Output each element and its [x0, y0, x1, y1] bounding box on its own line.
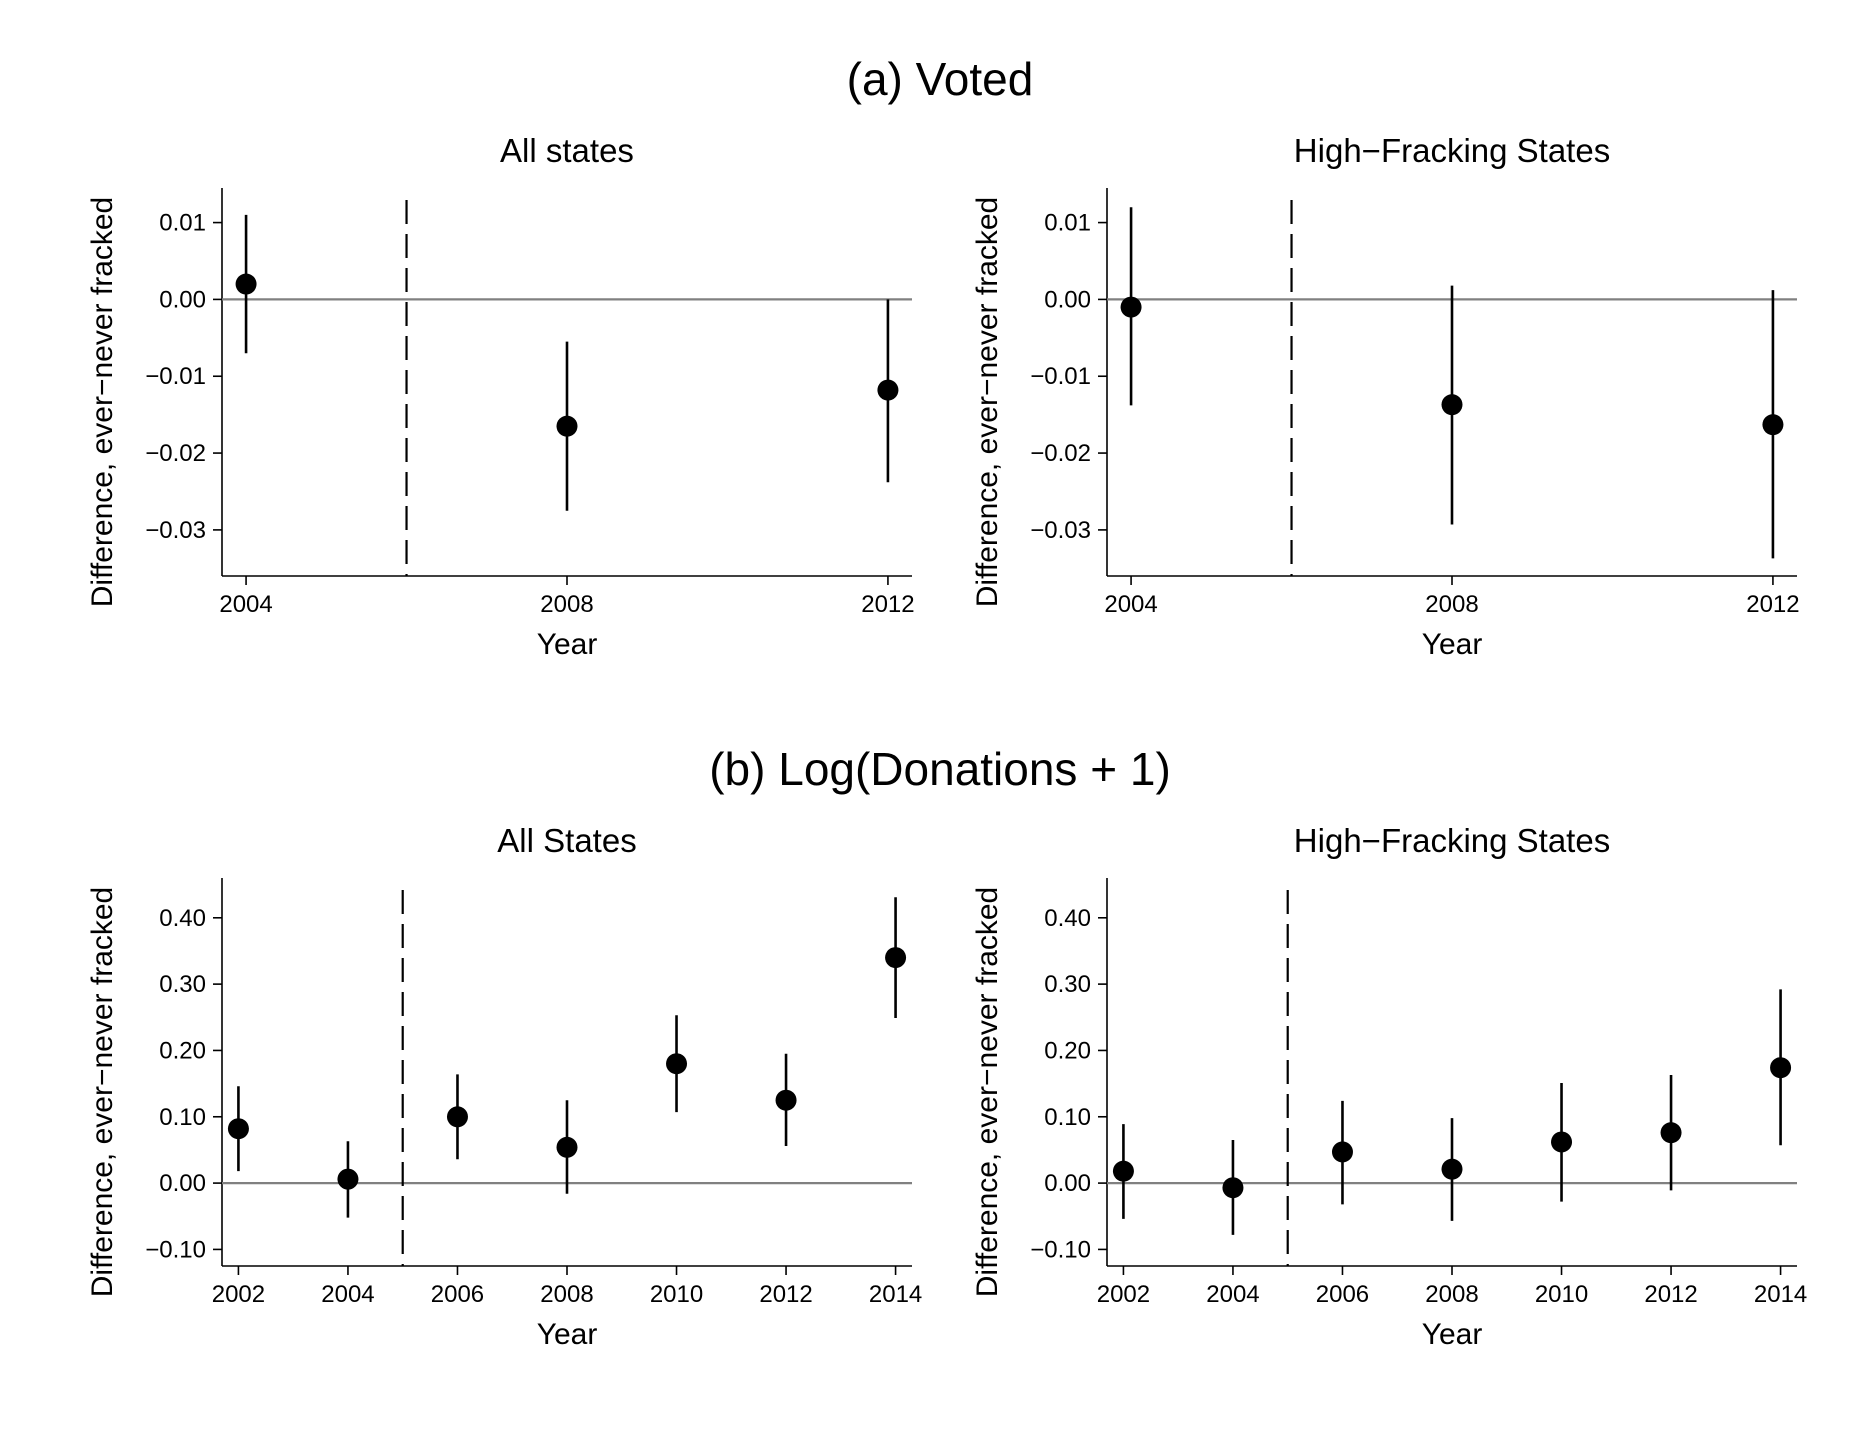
voted-all-x-tick-label: 2004 — [219, 591, 272, 618]
donations-all-x-tick-label: 2008 — [540, 1281, 593, 1308]
voted-high-panel: High−Fracking States 0.01 0.00 −0.01 −0.02 −0… — [971, 132, 1800, 661]
voted-all-y-tick-label: 0.01 — [159, 210, 206, 237]
donations-high-x-tick-label: 2008 — [1425, 1281, 1478, 1308]
voted-all-x-axis-title: Year — [537, 628, 598, 661]
voted-all-point-estimate — [877, 379, 899, 401]
donations-all-point-estimate — [775, 1089, 797, 1111]
voted-high-point-estimate — [1762, 414, 1784, 436]
donations-high-panel-title: High−Fracking States — [1294, 822, 1610, 859]
donations-high-point-estimate — [1660, 1122, 1682, 1144]
donations-high-x-tick-label: 2012 — [1644, 1281, 1697, 1308]
donations-high-y-axis-title: Difference, ever−never fracked — [971, 887, 1004, 1298]
voted-high-y-tick-label: −0.03 — [1030, 517, 1091, 544]
donations-high-x-axis-title: Year — [1422, 1318, 1483, 1351]
voted-all-y-tick-label: −0.03 — [145, 517, 206, 544]
donations-high-point-estimate — [1222, 1177, 1244, 1199]
donations-high-y-tick-label: 0.30 — [1044, 971, 1091, 998]
donations-high-panel: High−Fracking States 0.40 0.30 0.20 0.10 0.00… — [971, 822, 1807, 1351]
voted-high-x-tick-label: 2004 — [1104, 591, 1157, 618]
donations-high-point-estimate — [1770, 1057, 1792, 1079]
voted-high-panel-title: High−Fracking States — [1294, 132, 1610, 169]
donations-all-point-estimate — [227, 1118, 249, 1140]
donations-all-x-tick-label: 2006 — [431, 1281, 484, 1308]
voted-all-y-tick-label: 0.00 — [159, 286, 206, 313]
voted-all-point-estimate — [235, 273, 257, 295]
section-b-title: (b) Log(Donations + 1) — [709, 743, 1171, 795]
donations-all-point-estimate — [446, 1106, 468, 1128]
donations-all-panel-title: All States — [497, 822, 636, 859]
donations-high-x-tick-label: 2006 — [1316, 1281, 1369, 1308]
donations-high-y-tick-label: 0.00 — [1044, 1170, 1091, 1197]
chart-panels: All states 0.01 0.00 −0.01 −0.02 −0.03 2004 200… — [86, 132, 1807, 1351]
donations-all-y-tick-label: 0.30 — [159, 971, 206, 998]
donations-all-y-tick-label: 0.40 — [159, 905, 206, 932]
donations-all-x-tick-label: 2002 — [212, 1281, 265, 1308]
donations-all-y-tick-label: −0.10 — [145, 1236, 206, 1263]
voted-high-y-tick-label: −0.01 — [1030, 363, 1091, 390]
donations-high-point-estimate — [1551, 1131, 1573, 1153]
donations-high-y-tick-label: 0.20 — [1044, 1037, 1091, 1064]
voted-high-y-axis-title: Difference, ever−never fracked — [971, 197, 1004, 608]
donations-all-point-estimate — [666, 1053, 688, 1075]
voted-high-x-tick-label: 2008 — [1425, 591, 1478, 618]
donations-all-x-tick-label: 2010 — [650, 1281, 703, 1308]
donations-high-x-tick-label: 2004 — [1206, 1281, 1259, 1308]
donations-high-y-tick-label: 0.40 — [1044, 905, 1091, 932]
donations-all-y-tick-label: 0.00 — [159, 1170, 206, 1197]
donations-high-y-tick-label: −0.10 — [1030, 1236, 1091, 1263]
donations-all-point-estimate — [337, 1168, 359, 1190]
voted-high-y-tick-label: 0.00 — [1044, 286, 1091, 313]
voted-all-panel-title: All states — [500, 132, 634, 169]
voted-high-x-axis-title: Year — [1422, 628, 1483, 661]
donations-high-point-estimate — [1331, 1141, 1353, 1163]
donations-high-x-tick-label: 2010 — [1535, 1281, 1588, 1308]
voted-all-y-axis-title: Difference, ever−never fracked — [86, 197, 119, 608]
voted-high-y-tick-label: −0.02 — [1030, 440, 1091, 467]
donations-all-y-tick-label: 0.20 — [159, 1037, 206, 1064]
donations-all-y-tick-label: 0.10 — [159, 1104, 206, 1131]
section-a-title: (a) Voted — [847, 53, 1034, 105]
voted-high-point-estimate — [1120, 296, 1142, 318]
donations-high-point-estimate — [1441, 1158, 1463, 1180]
donations-all-x-tick-label: 2014 — [869, 1281, 922, 1308]
voted-all-x-tick-label: 2008 — [540, 591, 593, 618]
donations-all-point-estimate — [885, 947, 907, 969]
voted-all-point-estimate — [556, 415, 578, 437]
voted-all-x-tick-label: 2012 — [861, 591, 914, 618]
donations-all-x-tick-label: 2004 — [321, 1281, 374, 1308]
voted-high-point-estimate — [1441, 394, 1463, 416]
donations-high-x-tick-label: 2014 — [1754, 1281, 1807, 1308]
voted-high-y-tick-label: 0.01 — [1044, 210, 1091, 237]
donations-high-x-tick-label: 2002 — [1097, 1281, 1150, 1308]
donations-high-point-estimate — [1112, 1160, 1134, 1182]
voted-all-y-tick-label: −0.02 — [145, 440, 206, 467]
donations-all-point-estimate — [556, 1136, 578, 1158]
donations-all-y-axis-title: Difference, ever−never fracked — [86, 887, 119, 1298]
voted-high-x-tick-label: 2012 — [1746, 591, 1799, 618]
voted-all-y-tick-label: −0.01 — [145, 363, 206, 390]
donations-all-x-axis-title: Year — [537, 1318, 598, 1351]
voted-all-panel: All states 0.01 0.00 −0.01 −0.02 −0.03 2004 200… — [86, 132, 915, 661]
donations-high-y-tick-label: 0.10 — [1044, 1104, 1091, 1131]
donations-all-x-tick-label: 2012 — [759, 1281, 812, 1308]
